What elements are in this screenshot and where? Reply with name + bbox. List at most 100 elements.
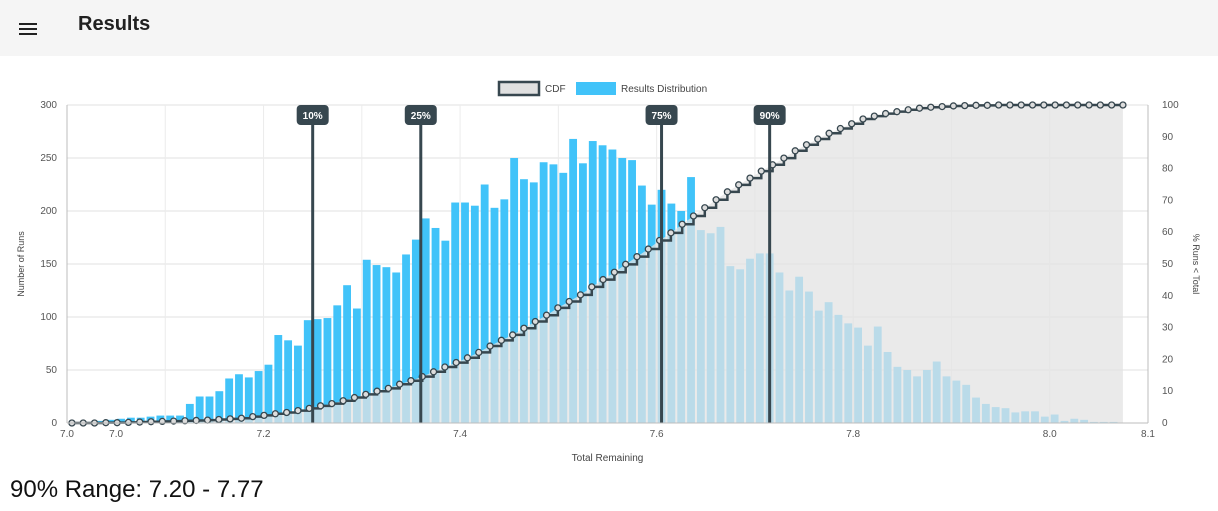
cdf-point — [701, 204, 709, 212]
histogram-bar — [244, 377, 253, 423]
y-axis-title: Number of Runs — [16, 231, 26, 297]
cdf-point — [497, 336, 506, 344]
histogram-bar — [411, 239, 420, 423]
histogram-bar — [274, 335, 283, 423]
cdf-point — [316, 402, 325, 410]
cdf-point — [1119, 101, 1127, 109]
cdf-point — [373, 387, 381, 395]
cdf-point — [1107, 101, 1116, 109]
cdf-point — [203, 416, 212, 424]
y2-axis-title: % Runs < Total — [1191, 234, 1201, 295]
cdf-point — [429, 368, 438, 376]
cdf-point — [949, 102, 958, 110]
histogram-bar — [264, 364, 273, 423]
histogram-bar — [559, 172, 568, 423]
cdf-point — [644, 245, 652, 253]
hamburger-menu-icon[interactable] — [14, 14, 42, 42]
percentile-label: 75% — [652, 111, 672, 122]
y2-tick-label: 30 — [1162, 323, 1174, 334]
cdf-point — [1028, 101, 1037, 109]
cdf-point — [1074, 101, 1082, 109]
cdf-point — [599, 275, 607, 284]
percentile-label-box — [404, 105, 437, 125]
range-high: 7.77 — [216, 476, 264, 503]
x-tick-label: 7.0 — [60, 429, 74, 440]
histogram-bar — [284, 340, 293, 423]
histogram-bar — [185, 403, 194, 423]
cdf-point — [441, 363, 449, 371]
cdf-point — [463, 354, 472, 362]
cdf-point — [904, 106, 912, 114]
histogram-bar — [539, 162, 548, 423]
cdf-point — [294, 406, 302, 415]
x-axis-title: Total Remaining — [572, 453, 644, 464]
cdf-point — [791, 147, 799, 155]
histogram-bar — [402, 254, 410, 423]
cdf-point — [915, 104, 924, 112]
histogram-bar — [225, 378, 234, 423]
histogram-bar — [235, 374, 243, 423]
cdf-point — [723, 188, 732, 196]
histogram-bar — [510, 158, 519, 423]
histogram-bar — [323, 318, 332, 423]
cdf-point — [362, 390, 370, 399]
cdf-point — [1051, 101, 1059, 109]
histogram-bar — [303, 320, 312, 423]
histogram-bar — [490, 207, 499, 423]
histogram-bar — [500, 199, 509, 423]
page-title: Results — [78, 13, 151, 35]
histogram-bar — [588, 141, 597, 423]
y-tick-label: 250 — [40, 153, 57, 164]
cdf-point — [1096, 101, 1104, 109]
cdf-point — [1006, 101, 1014, 109]
histogram-bar — [480, 184, 489, 423]
cdf-point — [237, 414, 246, 422]
histogram-bar — [451, 202, 460, 423]
y2-tick-label: 60 — [1162, 227, 1174, 238]
cdf-point — [328, 399, 336, 408]
cdf-point — [1040, 101, 1048, 109]
histogram-bar — [441, 240, 450, 423]
cdf-point — [757, 167, 765, 175]
y-tick-label: 50 — [46, 365, 58, 376]
percentile-label-box — [296, 105, 329, 125]
cdf-area — [71, 105, 1123, 423]
histogram-bar — [294, 345, 302, 423]
cdf-point — [158, 417, 166, 426]
histogram-bar — [166, 415, 175, 423]
cdf-point — [282, 408, 291, 417]
histogram-bar — [461, 202, 469, 423]
histogram-bar — [549, 164, 558, 424]
histogram-bar — [352, 308, 361, 423]
cdf-point — [260, 411, 268, 420]
cdf-point — [407, 377, 415, 385]
cdf-point — [610, 268, 619, 276]
histogram-bar — [205, 396, 214, 423]
cdf-point — [735, 181, 743, 189]
y2-tick-label: 50 — [1162, 259, 1174, 270]
histogram-bar — [520, 179, 528, 423]
y2-tick-label: 10 — [1162, 386, 1174, 397]
cdf-point — [396, 380, 404, 388]
histogram-bar — [176, 415, 184, 423]
cdf-point — [181, 417, 189, 425]
y2-tick-label: 90 — [1162, 132, 1174, 143]
cdf-point — [226, 415, 234, 423]
cdf-point — [689, 212, 698, 220]
cdf-point — [565, 297, 573, 306]
histogram-bar — [343, 285, 351, 423]
histogram-bar — [362, 259, 371, 423]
y2-tick-label: 40 — [1162, 291, 1174, 302]
cdf-point — [475, 348, 483, 357]
x-tick-label: 7.6 — [650, 429, 664, 440]
percentile-label-box — [645, 105, 678, 125]
legend-cdf-label: CDF — [545, 84, 566, 95]
y2-tick-label: 80 — [1162, 164, 1174, 175]
cdf-point — [881, 109, 890, 118]
cdf-point — [350, 393, 359, 402]
cdf-point — [870, 112, 878, 120]
histogram-bar — [372, 265, 381, 423]
x-tick-label: 7.4 — [453, 429, 467, 440]
x-tick-label: 7.8 — [846, 429, 860, 440]
cdf-point — [520, 324, 528, 332]
